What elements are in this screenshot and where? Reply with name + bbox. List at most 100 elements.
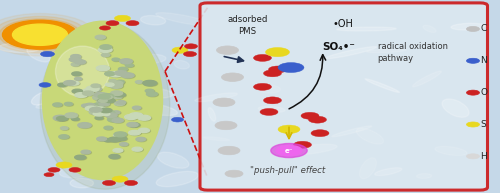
Ellipse shape	[284, 144, 337, 155]
Circle shape	[116, 102, 126, 106]
Circle shape	[136, 137, 145, 141]
Circle shape	[68, 81, 79, 85]
Circle shape	[72, 63, 80, 66]
Text: •OH: •OH	[332, 19, 353, 29]
Text: adsorbed
PMS: adsorbed PMS	[228, 15, 268, 36]
Circle shape	[145, 89, 154, 92]
Circle shape	[301, 112, 319, 119]
Ellipse shape	[40, 23, 170, 189]
Circle shape	[96, 66, 110, 71]
Circle shape	[137, 138, 146, 142]
Ellipse shape	[139, 54, 166, 63]
Circle shape	[94, 104, 104, 108]
Circle shape	[108, 137, 120, 142]
Circle shape	[102, 111, 116, 116]
Circle shape	[95, 93, 107, 98]
Circle shape	[254, 83, 272, 90]
Ellipse shape	[412, 71, 442, 87]
Circle shape	[99, 95, 112, 100]
Circle shape	[74, 60, 86, 64]
Circle shape	[114, 95, 122, 99]
Ellipse shape	[435, 146, 467, 156]
Ellipse shape	[156, 171, 198, 187]
Circle shape	[128, 130, 140, 135]
Circle shape	[96, 137, 106, 141]
Circle shape	[73, 90, 84, 94]
Ellipse shape	[140, 15, 166, 25]
Circle shape	[58, 83, 66, 87]
Circle shape	[106, 21, 119, 26]
Circle shape	[132, 106, 141, 109]
Circle shape	[102, 99, 110, 102]
Circle shape	[101, 109, 112, 113]
Circle shape	[106, 83, 114, 86]
Circle shape	[86, 104, 96, 108]
Circle shape	[112, 176, 128, 182]
Circle shape	[102, 53, 110, 57]
Circle shape	[143, 80, 156, 86]
Circle shape	[126, 64, 134, 67]
Circle shape	[100, 111, 107, 113]
Circle shape	[115, 133, 128, 137]
Circle shape	[112, 91, 124, 96]
Circle shape	[89, 106, 99, 110]
Circle shape	[112, 82, 124, 86]
Ellipse shape	[258, 85, 280, 93]
Circle shape	[104, 126, 112, 130]
Circle shape	[146, 90, 154, 93]
Circle shape	[60, 127, 68, 130]
Circle shape	[84, 89, 95, 94]
Circle shape	[268, 66, 286, 73]
Circle shape	[72, 63, 79, 66]
Circle shape	[100, 111, 108, 114]
Circle shape	[98, 47, 112, 52]
Circle shape	[58, 84, 68, 87]
Circle shape	[102, 94, 114, 99]
Circle shape	[90, 87, 102, 92]
Circle shape	[113, 119, 124, 123]
Circle shape	[54, 116, 68, 121]
Circle shape	[64, 81, 76, 86]
Circle shape	[213, 98, 235, 107]
Circle shape	[108, 117, 120, 122]
Circle shape	[72, 118, 80, 121]
Circle shape	[138, 128, 149, 133]
Ellipse shape	[140, 119, 155, 138]
Text: radical oxidation
pathway: radical oxidation pathway	[378, 42, 448, 63]
Circle shape	[86, 86, 99, 91]
Circle shape	[128, 123, 139, 127]
Ellipse shape	[114, 111, 140, 127]
Circle shape	[148, 92, 158, 97]
Circle shape	[128, 123, 140, 127]
Circle shape	[109, 154, 120, 159]
Circle shape	[65, 113, 78, 118]
Circle shape	[60, 135, 70, 139]
Circle shape	[260, 108, 278, 115]
Circle shape	[95, 35, 106, 39]
Circle shape	[90, 106, 100, 110]
Circle shape	[12, 24, 68, 45]
Ellipse shape	[60, 166, 92, 178]
Circle shape	[271, 144, 307, 157]
Circle shape	[82, 89, 94, 93]
Circle shape	[69, 168, 81, 172]
Circle shape	[120, 143, 129, 146]
Circle shape	[127, 123, 138, 127]
Circle shape	[117, 81, 126, 84]
Circle shape	[98, 138, 108, 141]
Circle shape	[311, 130, 329, 137]
Circle shape	[102, 94, 115, 99]
Circle shape	[66, 113, 78, 118]
Circle shape	[74, 77, 82, 80]
Circle shape	[72, 89, 83, 93]
Circle shape	[106, 84, 115, 87]
Ellipse shape	[0, 43, 40, 52]
Circle shape	[2, 20, 78, 49]
Circle shape	[97, 100, 108, 104]
Circle shape	[74, 155, 86, 159]
Circle shape	[98, 94, 110, 99]
Ellipse shape	[203, 137, 230, 141]
Circle shape	[106, 72, 116, 76]
Circle shape	[139, 116, 151, 121]
Circle shape	[64, 102, 72, 106]
